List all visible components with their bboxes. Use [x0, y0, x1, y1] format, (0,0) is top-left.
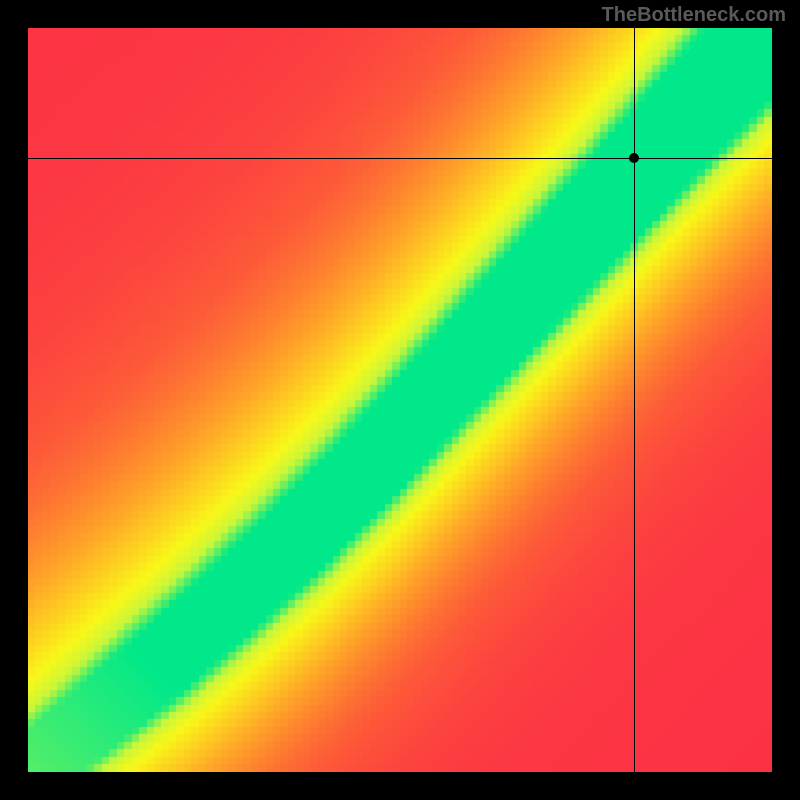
crosshair-vertical — [634, 28, 635, 772]
heatmap-canvas — [28, 28, 772, 772]
crosshair-marker — [629, 153, 639, 163]
plot-area — [28, 28, 772, 772]
watermark-text: TheBottleneck.com — [602, 4, 786, 27]
crosshair-horizontal — [28, 158, 772, 159]
